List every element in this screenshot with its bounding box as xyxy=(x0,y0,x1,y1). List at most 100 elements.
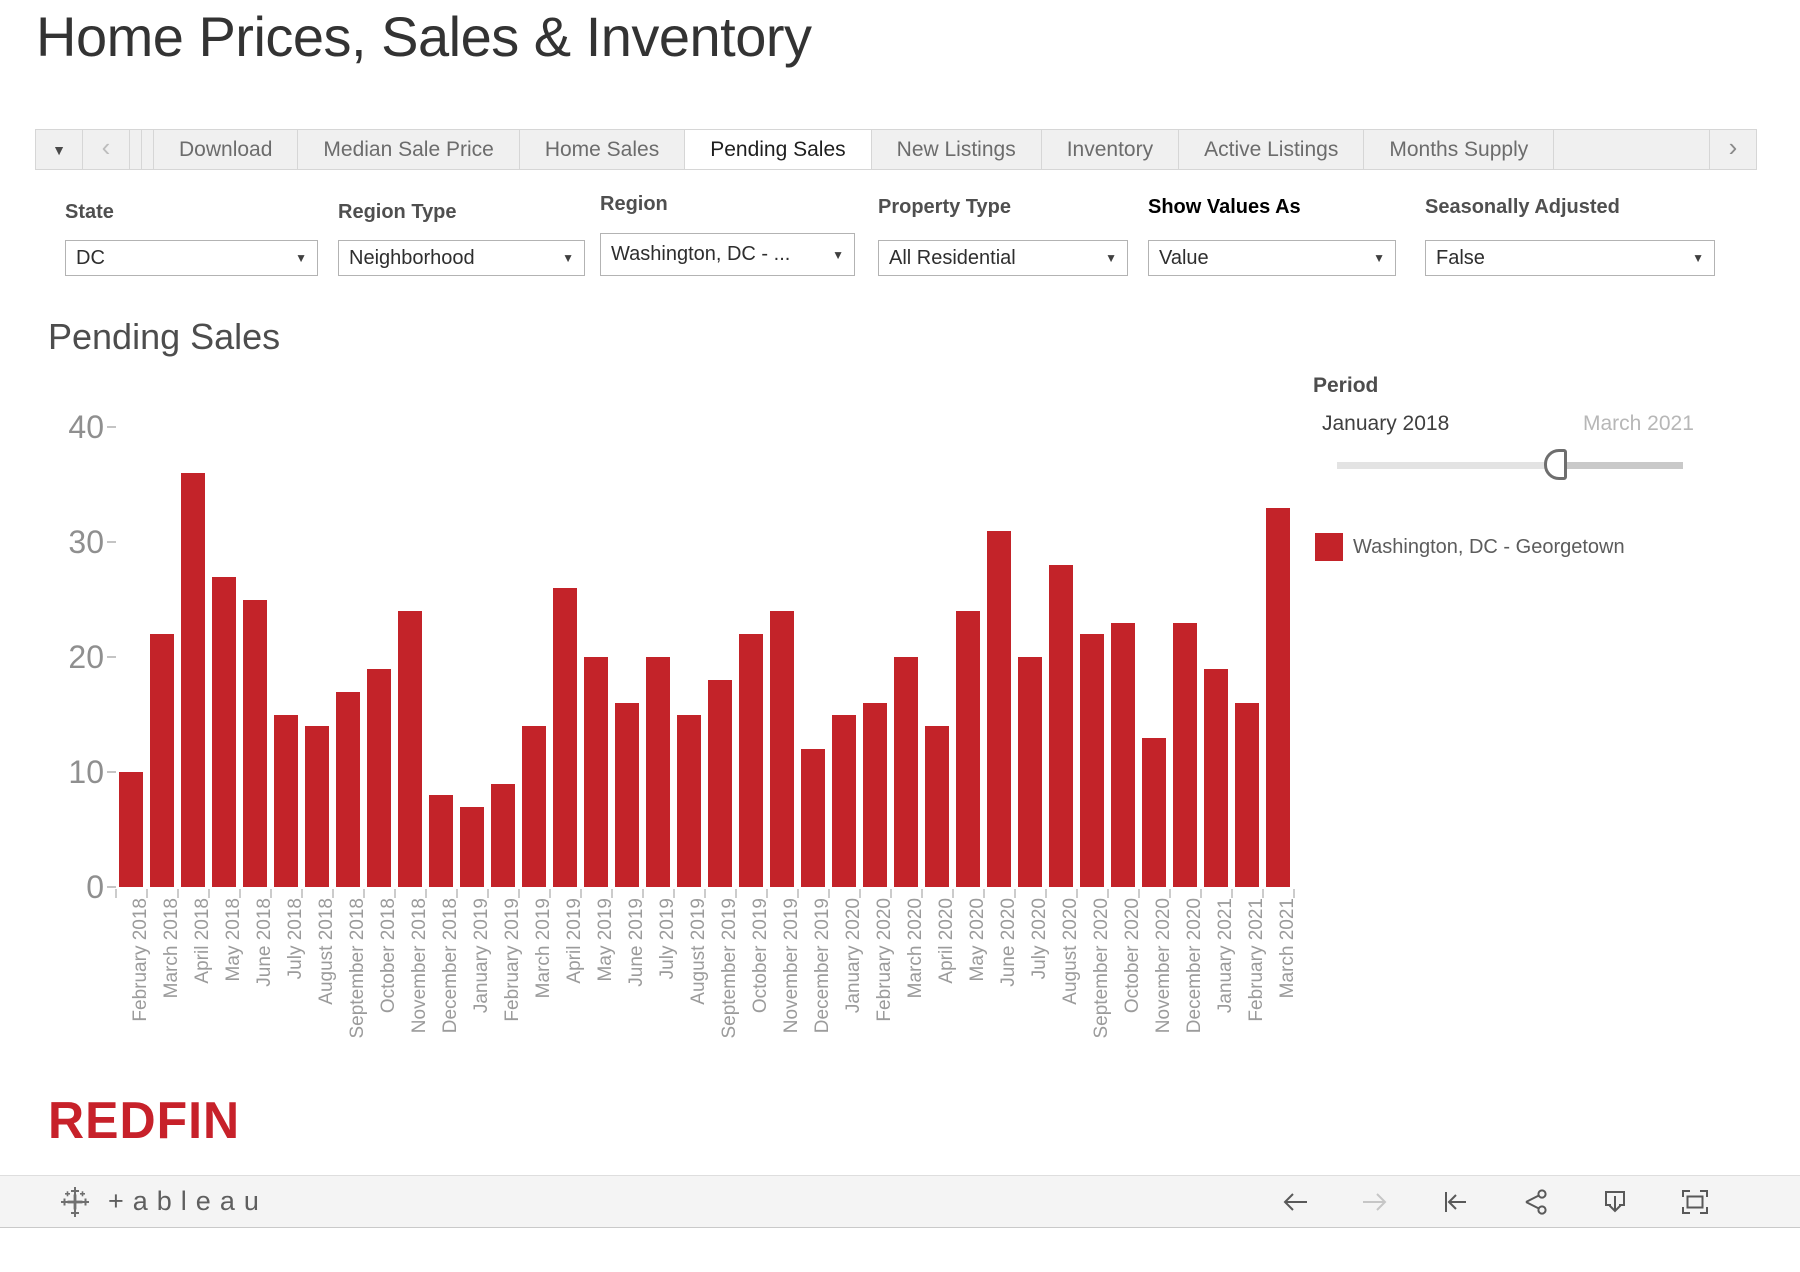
period-end-value: March 2021 xyxy=(1583,412,1694,435)
bar[interactable] xyxy=(1111,622,1135,887)
bar[interactable] xyxy=(584,657,608,887)
x-axis-category-label: February 2021 xyxy=(1246,898,1267,1022)
share-icon[interactable] xyxy=(1520,1188,1550,1215)
tableau-logo[interactable]: +ableau xyxy=(58,1185,268,1219)
tabs-scroll-right-button[interactable]: › xyxy=(1709,130,1756,169)
x-axis-category-label: August 2019 xyxy=(688,898,709,1005)
bar[interactable] xyxy=(863,703,887,887)
fullscreen-icon[interactable] xyxy=(1680,1188,1710,1215)
bar[interactable] xyxy=(150,634,174,887)
tab-median-sale-price[interactable]: Median Sale Price xyxy=(298,130,520,169)
tab-home-sales[interactable]: Home Sales xyxy=(520,130,686,169)
bar[interactable] xyxy=(119,772,143,887)
bar[interactable] xyxy=(367,668,391,887)
bar[interactable] xyxy=(894,657,918,887)
bar[interactable] xyxy=(925,726,949,887)
tabs-scroll-left-button[interactable]: ‹ xyxy=(83,130,130,169)
tab-bar-filler xyxy=(1554,130,1709,169)
tab-pending-sales[interactable]: Pending Sales xyxy=(685,130,872,169)
x-axis-tick-mark xyxy=(301,889,303,898)
bar[interactable] xyxy=(181,473,205,887)
x-axis-category-label: September 2020 xyxy=(1091,898,1112,1039)
seasonally-adjusted-filter-value: False xyxy=(1436,246,1485,269)
tab-months-supply[interactable]: Months Supply xyxy=(1364,130,1555,169)
period-slider-track-filled[interactable] xyxy=(1554,462,1683,469)
bar[interactable] xyxy=(739,634,763,887)
state-filter-dropdown[interactable]: DC ▼ xyxy=(65,240,318,276)
bar[interactable] xyxy=(1080,634,1104,887)
bar[interactable] xyxy=(336,691,360,887)
region-filter-dropdown[interactable]: Washington, DC - ... ▼ xyxy=(600,233,855,276)
bar[interactable] xyxy=(832,714,856,887)
bar[interactable] xyxy=(615,703,639,887)
bar[interactable] xyxy=(956,611,980,887)
region-type-filter-dropdown[interactable]: Neighborhood ▼ xyxy=(338,240,585,276)
bar[interactable] xyxy=(1018,657,1042,887)
chevron-right-icon: › xyxy=(1728,132,1738,162)
y-axis-tick-label: 30 xyxy=(68,524,104,560)
bar[interactable] xyxy=(646,657,670,887)
bar[interactable] xyxy=(553,588,577,887)
chevron-left-icon: ‹ xyxy=(101,132,111,162)
x-axis-tick-mark xyxy=(332,889,334,898)
legend-series-label: Washington, DC - Georgetown xyxy=(1353,536,1625,558)
reset-icon[interactable] xyxy=(1440,1188,1470,1215)
y-axis-tick-mark xyxy=(107,771,116,773)
bar[interactable] xyxy=(243,599,267,887)
caret-down-icon: ▼ xyxy=(832,247,844,262)
bar[interactable] xyxy=(491,783,515,887)
bar[interactable] xyxy=(987,530,1011,887)
bar[interactable] xyxy=(1204,668,1228,887)
bar[interactable] xyxy=(398,611,422,887)
x-axis-tick-mark xyxy=(611,889,613,898)
x-axis-tick-mark xyxy=(673,889,675,898)
bar[interactable] xyxy=(770,611,794,887)
bar[interactable] xyxy=(1235,703,1259,887)
x-axis-tick-mark xyxy=(642,889,644,898)
period-start-value: January 2018 xyxy=(1322,412,1450,435)
bar[interactable] xyxy=(1142,737,1166,887)
show-values-as-filter-dropdown[interactable]: Value ▼ xyxy=(1148,240,1396,276)
x-axis-tick-mark xyxy=(797,889,799,898)
legend-color-swatch xyxy=(1315,533,1343,561)
bar[interactable] xyxy=(429,795,453,887)
tab-active-listings[interactable]: Active Listings xyxy=(1179,130,1365,169)
download-icon[interactable] xyxy=(1600,1188,1630,1215)
bar[interactable] xyxy=(212,576,236,887)
x-axis-category-label: March 2018 xyxy=(161,898,182,999)
tab-menu-button[interactable]: ▼ xyxy=(36,130,83,169)
x-axis-tick-mark xyxy=(890,889,892,898)
seasonally-adjusted-filter-dropdown[interactable]: False ▼ xyxy=(1425,240,1715,276)
x-axis-tick-mark xyxy=(394,889,396,898)
property-type-filter-dropdown[interactable]: All Residential ▼ xyxy=(878,240,1128,276)
bar[interactable] xyxy=(677,714,701,887)
redfin-logo[interactable]: REDFIN xyxy=(48,1091,241,1150)
bar[interactable] xyxy=(708,680,732,887)
y-axis-tick-label: 10 xyxy=(68,754,104,790)
bar[interactable] xyxy=(1266,507,1290,887)
period-slider-track[interactable] xyxy=(1337,462,1683,469)
x-axis-tick-mark xyxy=(704,889,706,898)
x-axis-category-label: November 2018 xyxy=(409,898,430,1034)
y-axis-tick-mark xyxy=(107,426,116,428)
bar[interactable] xyxy=(1173,622,1197,887)
bar[interactable] xyxy=(305,726,329,887)
x-axis-category-label: August 2020 xyxy=(1060,898,1081,1005)
bar[interactable] xyxy=(1049,565,1073,887)
bar[interactable] xyxy=(460,806,484,887)
bar[interactable] xyxy=(801,749,825,887)
redo-icon[interactable] xyxy=(1360,1188,1390,1215)
x-axis-category-label: February 2018 xyxy=(130,898,151,1022)
x-axis-category-label: March 2019 xyxy=(533,898,554,999)
sheet-tab-bar: ▼ ‹ Download Median Sale Price Home Sale… xyxy=(35,129,1757,170)
x-axis-tick-mark xyxy=(1107,889,1109,898)
tab-inventory[interactable]: Inventory xyxy=(1042,130,1180,169)
period-slider-handle[interactable] xyxy=(1543,449,1567,480)
bar[interactable] xyxy=(274,714,298,887)
bar[interactable] xyxy=(522,726,546,887)
undo-icon[interactable] xyxy=(1280,1188,1310,1215)
tab-new-listings[interactable]: New Listings xyxy=(872,130,1042,169)
tab-download[interactable]: Download xyxy=(154,130,299,169)
x-axis-category-label: August 2018 xyxy=(316,898,337,1005)
caret-down-icon: ▼ xyxy=(562,251,574,265)
